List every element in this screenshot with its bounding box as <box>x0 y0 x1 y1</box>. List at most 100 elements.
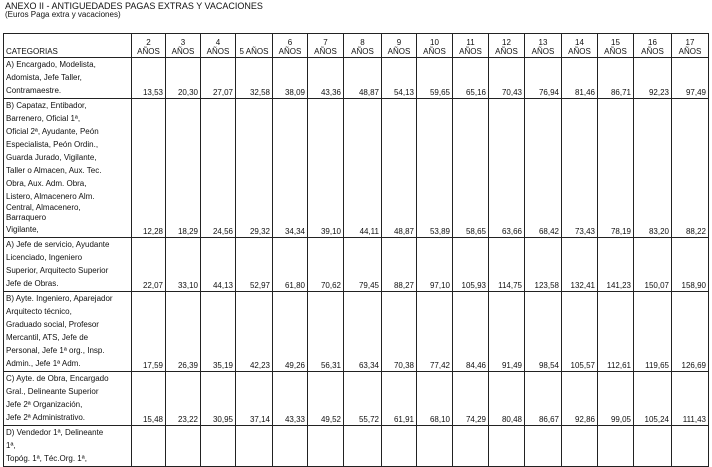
value-cell: 13,53 <box>131 57 166 99</box>
value-cell: 26,39 <box>165 291 201 372</box>
value-cell <box>381 425 417 467</box>
value-cell: 77,42 <box>416 291 453 372</box>
header-year-number: 7 <box>323 38 328 47</box>
table-row: B) Capataz, Entibador, Barrenero, Oficial… <box>3 98 709 238</box>
category-cell: A) Encargado, Modelista, Adomista, Jefe T… <box>3 57 132 99</box>
category-line: A) Encargado, Modelista, <box>6 60 96 69</box>
value-cell: 38,09 <box>272 57 308 99</box>
category-line: Barraquero <box>6 213 47 222</box>
value-cell: 81,46 <box>561 57 598 99</box>
value-cell: 84,46 <box>452 291 489 372</box>
value-cell: 61,91 <box>381 371 417 426</box>
value-cell <box>272 425 308 467</box>
category-line: Licenciado, Ingeniero <box>6 253 83 262</box>
category-line: 1ª, <box>6 441 16 450</box>
category-line: Listero, Almacenero Alm. <box>6 192 95 201</box>
header-year-label: AÑOS <box>206 47 230 56</box>
header-year-number: 17 <box>685 38 695 47</box>
value-cell: 52,97 <box>235 237 273 292</box>
value-cell: 43,33 <box>272 371 308 426</box>
value-cell: 43,36 <box>307 57 344 99</box>
header-year-label: AÑOS <box>641 47 664 56</box>
header-year-label: AÑOS <box>459 47 482 56</box>
value-cell: 12,28 <box>131 98 166 238</box>
value-cell: 114,75 <box>488 237 525 292</box>
value-cell: 48,87 <box>343 57 382 99</box>
value-cell: 37,14 <box>235 371 273 426</box>
category-line: Central, Almacenero, <box>6 203 81 212</box>
value-cell: 88,22 <box>671 98 709 238</box>
category-line: Guarda Jurado, Vigilante, <box>6 153 97 162</box>
value-cell: 83,20 <box>633 98 672 238</box>
value-cell: 111,43 <box>671 371 709 426</box>
value-cell: 32,58 <box>235 57 273 99</box>
value-cell: 29,32 <box>235 98 273 238</box>
value-cell: 86,71 <box>597 57 634 99</box>
header-year-number: 14 <box>575 38 584 47</box>
category-cell: B) Ayte. Ingeniero, Aparejador Arquitecto… <box>3 291 132 372</box>
category-line: Jefe de Obras. <box>6 279 59 288</box>
table-row: B) Ayte. Ingeniero, Aparejador Arquitecto… <box>3 291 709 372</box>
category-line: Gral., Delineante Superior <box>6 387 99 396</box>
header-year-label: AÑOS <box>423 47 446 56</box>
header-year-4: 6 AÑOS <box>272 33 308 58</box>
value-cell: 112,61 <box>597 291 634 372</box>
value-cell: 91,49 <box>488 291 525 372</box>
header-year-label: AÑOS <box>314 47 337 56</box>
value-cell: 59,65 <box>416 57 453 99</box>
category-line: Contramaestre. <box>6 86 62 95</box>
document-title: ANEXO II - ANTIGUEDADES PAGAS EXTRAS Y V… <box>5 1 263 11</box>
value-cell: 17,59 <box>131 291 166 372</box>
header-year-number: 8 <box>360 38 365 47</box>
value-cell: 70,43 <box>488 57 525 99</box>
value-cell: 105,24 <box>633 371 672 426</box>
value-cell: 68,42 <box>524 98 562 238</box>
header-year-12: 14 AÑOS <box>561 33 598 58</box>
value-cell: 92,23 <box>633 57 672 99</box>
value-cell <box>131 425 166 467</box>
value-cell: 126,69 <box>671 291 709 372</box>
value-cell <box>165 425 201 467</box>
value-cell: 99,05 <box>597 371 634 426</box>
value-cell: 15,48 <box>131 371 166 426</box>
header-year-9: 11 AÑOS <box>452 33 489 58</box>
value-cell: 49,26 <box>272 291 308 372</box>
value-cell: 74,29 <box>452 371 489 426</box>
header-year-1: 3 AÑOS <box>165 33 201 58</box>
value-cell: 158,90 <box>671 237 709 292</box>
value-cell <box>671 425 709 467</box>
category-line: B) Capataz, Entibador, <box>6 101 87 110</box>
table-row: D) Vendedor 1ª, Delineante 1ª, Topóg. 1ª, … <box>3 425 709 467</box>
category-line: Oficial 2ª, Ayudante, Peón <box>6 127 99 136</box>
category-line: Jefe 2ª Administrativo. <box>6 413 85 422</box>
header-year-number: 15 <box>611 38 620 47</box>
value-cell <box>597 425 634 467</box>
value-cell <box>488 425 525 467</box>
value-cell: 132,41 <box>561 237 598 292</box>
header-year-14: 16 AÑOS <box>633 33 672 58</box>
value-cell: 44,13 <box>200 237 236 292</box>
category-line: Especialista, Peón Ordin., <box>6 140 99 149</box>
header-year-0: 2 AÑOS <box>131 33 166 58</box>
value-cell: 30,95 <box>200 371 236 426</box>
value-cell: 44,11 <box>343 98 382 238</box>
value-cell <box>561 425 598 467</box>
value-cell <box>524 425 562 467</box>
header-year-label: AÑOS <box>171 47 195 56</box>
value-cell: 42,23 <box>235 291 273 372</box>
header-year-label: 5 AÑOS <box>239 47 269 56</box>
value-cell: 65,16 <box>452 57 489 99</box>
header-year-number: 13 <box>538 38 548 47</box>
value-cell <box>307 425 344 467</box>
category-line: C) Ayte. de Obra, Encargado <box>6 374 109 383</box>
category-cell: D) Vendedor 1ª, Delineante 1ª, Topóg. 1ª, … <box>3 425 132 467</box>
value-cell: 150,07 <box>633 237 672 292</box>
header-year-number: 4 <box>215 38 221 47</box>
category-line: A) Jefe de servicio, Ayudante <box>6 240 110 249</box>
header-year-label: AÑOS <box>495 47 518 56</box>
value-cell: 105,57 <box>561 291 598 372</box>
value-cell <box>235 425 273 467</box>
header-year-number: 12 <box>502 38 511 47</box>
category-cell: B) Capataz, Entibador, Barrenero, Oficial… <box>3 98 132 238</box>
value-cell: 73,43 <box>561 98 598 238</box>
